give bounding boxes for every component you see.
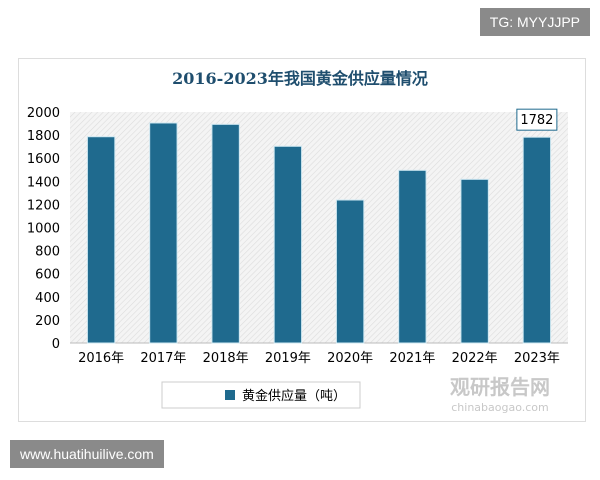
bar <box>398 169 427 344</box>
y-tick-label: 1400 <box>27 175 60 190</box>
legend-label: 黄金供应量（吨） <box>242 388 346 404</box>
y-tick-label: 2000 <box>27 106 60 121</box>
bar <box>273 145 303 344</box>
x-tick-label: 2017年 <box>140 351 186 366</box>
plot-area <box>70 112 568 343</box>
x-tick-label: 2021年 <box>389 351 435 366</box>
bar <box>335 199 365 344</box>
bar <box>149 122 178 344</box>
x-tick-label: 2023年 <box>514 351 560 366</box>
x-tick-label: 2018年 <box>203 351 249 366</box>
x-tick-label: 2016年 <box>78 351 124 366</box>
legend <box>161 381 361 409</box>
logo-domain: chinabaogao.com <box>451 401 549 414</box>
y-tick-label: 1200 <box>27 198 60 213</box>
logo: 观研报告网 <box>450 375 550 399</box>
y-tick-label: 1600 <box>27 152 60 167</box>
bar <box>211 123 240 344</box>
watermark-bottom: www.huatihuilive.com <box>10 440 164 468</box>
y-tick-label: 0 <box>52 337 60 352</box>
y-tick-label: 800 <box>35 245 60 260</box>
data-label: 1782 <box>520 113 553 128</box>
legend-swatch <box>225 390 235 400</box>
x-tick-label: 2022年 <box>452 351 498 366</box>
y-tick-label: 1800 <box>27 129 60 144</box>
y-tick-label: 1000 <box>27 222 60 237</box>
y-tick-label: 400 <box>35 291 60 306</box>
data-label-box <box>516 108 558 131</box>
x-tick-label: 2019年 <box>265 351 311 366</box>
chart-title: 2016-2023年我国黄金供应量情况 <box>172 69 428 88</box>
x-tick-label: 2020年 <box>327 351 373 366</box>
y-tick-label: 600 <box>35 268 60 283</box>
y-tick-label: 200 <box>35 314 60 329</box>
bar <box>522 136 552 344</box>
bar <box>460 178 489 344</box>
bar <box>86 136 116 344</box>
watermark-top: TG: MYYJJPP <box>479 8 590 36</box>
